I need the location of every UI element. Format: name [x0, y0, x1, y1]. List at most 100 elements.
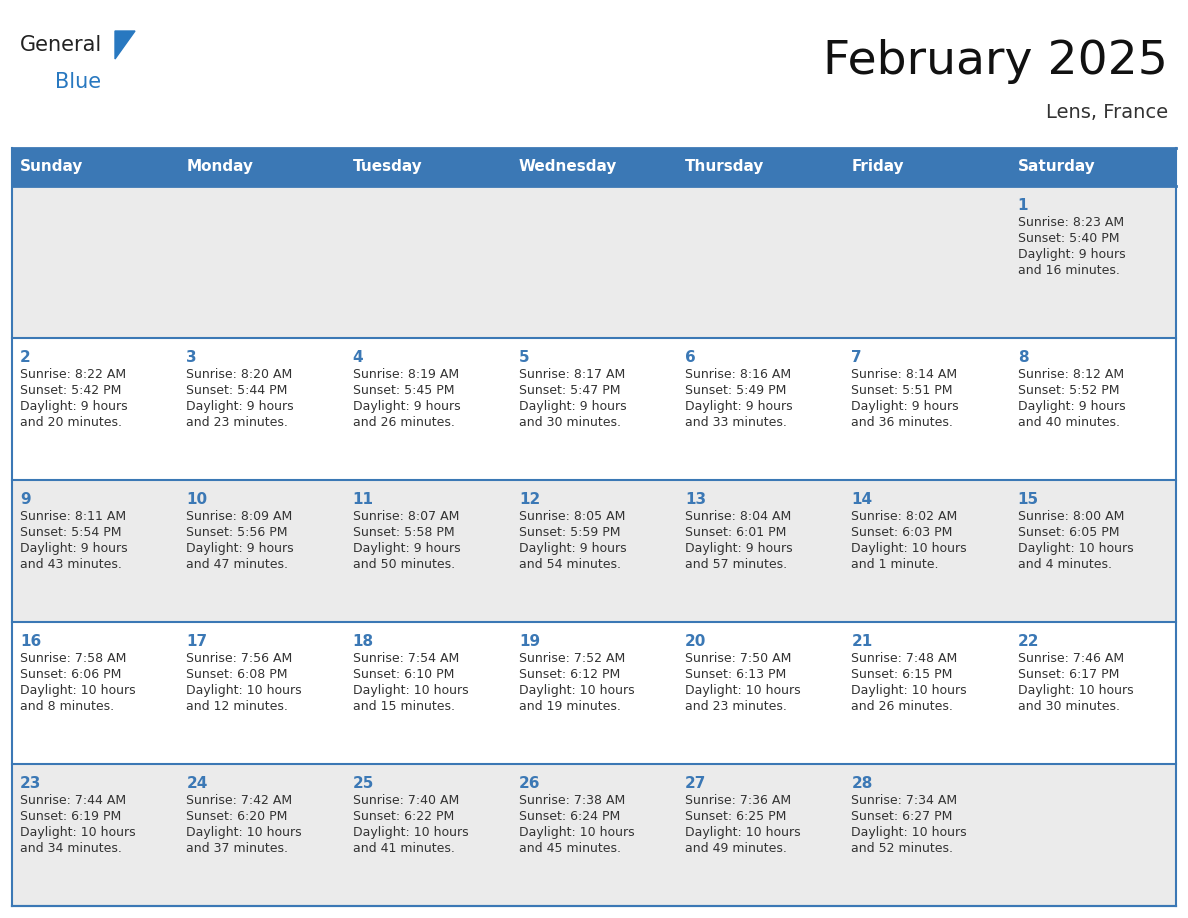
Text: Sunset: 6:13 PM: Sunset: 6:13 PM: [685, 668, 786, 681]
Text: Sunset: 5:40 PM: Sunset: 5:40 PM: [1018, 232, 1119, 245]
Text: 8: 8: [1018, 350, 1029, 365]
Text: Sunset: 6:08 PM: Sunset: 6:08 PM: [187, 668, 287, 681]
Bar: [12, 148, 178, 186]
Text: Sunrise: 8:11 AM: Sunrise: 8:11 AM: [20, 510, 126, 523]
Text: Daylight: 10 hours: Daylight: 10 hours: [20, 826, 135, 839]
Text: 14: 14: [852, 492, 872, 507]
Text: Sunset: 6:01 PM: Sunset: 6:01 PM: [685, 526, 786, 539]
Text: Sunrise: 8:14 AM: Sunrise: 8:14 AM: [852, 368, 958, 381]
Text: 18: 18: [353, 634, 374, 649]
Text: Saturday: Saturday: [1018, 160, 1095, 174]
Text: Sunset: 6:19 PM: Sunset: 6:19 PM: [20, 810, 121, 823]
Text: Wednesday: Wednesday: [519, 160, 618, 174]
Bar: [843, 148, 1010, 186]
Text: Sunset: 6:12 PM: Sunset: 6:12 PM: [519, 668, 620, 681]
Text: Sunset: 5:54 PM: Sunset: 5:54 PM: [20, 526, 121, 539]
Bar: [677, 148, 843, 186]
Text: Sunset: 6:17 PM: Sunset: 6:17 PM: [1018, 668, 1119, 681]
Text: Sunrise: 7:58 AM: Sunrise: 7:58 AM: [20, 652, 126, 665]
Text: and 41 minutes.: and 41 minutes.: [353, 842, 455, 855]
Bar: [12, 186, 1176, 338]
Text: and 23 minutes.: and 23 minutes.: [187, 416, 289, 429]
Text: Daylight: 10 hours: Daylight: 10 hours: [685, 826, 801, 839]
Text: Sunset: 5:42 PM: Sunset: 5:42 PM: [20, 384, 121, 397]
Text: Sunrise: 8:04 AM: Sunrise: 8:04 AM: [685, 510, 791, 523]
Text: 21: 21: [852, 634, 873, 649]
Text: February 2025: February 2025: [823, 39, 1168, 84]
Text: Sunset: 6:24 PM: Sunset: 6:24 PM: [519, 810, 620, 823]
Polygon shape: [115, 31, 135, 59]
Text: Sunset: 5:52 PM: Sunset: 5:52 PM: [1018, 384, 1119, 397]
Text: and 4 minutes.: and 4 minutes.: [1018, 558, 1112, 571]
Text: 23: 23: [20, 776, 42, 791]
Text: Daylight: 9 hours: Daylight: 9 hours: [685, 400, 792, 413]
Text: and 30 minutes.: and 30 minutes.: [1018, 700, 1120, 713]
Text: and 34 minutes.: and 34 minutes.: [20, 842, 122, 855]
Text: Sunrise: 7:38 AM: Sunrise: 7:38 AM: [519, 794, 625, 807]
Text: Tuesday: Tuesday: [353, 160, 422, 174]
Text: and 8 minutes.: and 8 minutes.: [20, 700, 114, 713]
Text: Sunset: 5:44 PM: Sunset: 5:44 PM: [187, 384, 287, 397]
Text: Sunrise: 7:56 AM: Sunrise: 7:56 AM: [187, 652, 292, 665]
Text: and 15 minutes.: and 15 minutes.: [353, 700, 455, 713]
Text: 9: 9: [20, 492, 31, 507]
Text: Daylight: 10 hours: Daylight: 10 hours: [353, 826, 468, 839]
Text: Daylight: 10 hours: Daylight: 10 hours: [685, 684, 801, 697]
Text: Sunset: 6:15 PM: Sunset: 6:15 PM: [852, 668, 953, 681]
Text: Sunrise: 8:09 AM: Sunrise: 8:09 AM: [187, 510, 292, 523]
Text: 7: 7: [852, 350, 862, 365]
Text: Daylight: 9 hours: Daylight: 9 hours: [1018, 248, 1125, 261]
Text: Daylight: 10 hours: Daylight: 10 hours: [852, 684, 967, 697]
Bar: [12, 764, 1176, 906]
Text: Daylight: 10 hours: Daylight: 10 hours: [187, 684, 302, 697]
Text: and 12 minutes.: and 12 minutes.: [187, 700, 289, 713]
Text: 15: 15: [1018, 492, 1038, 507]
Text: and 26 minutes.: and 26 minutes.: [353, 416, 455, 429]
Text: 3: 3: [187, 350, 197, 365]
Text: Sunrise: 8:23 AM: Sunrise: 8:23 AM: [1018, 216, 1124, 229]
Text: Sunset: 5:51 PM: Sunset: 5:51 PM: [852, 384, 953, 397]
Text: 24: 24: [187, 776, 208, 791]
Text: and 54 minutes.: and 54 minutes.: [519, 558, 621, 571]
Bar: [12, 622, 1176, 764]
Text: 4: 4: [353, 350, 364, 365]
Text: Sunset: 5:58 PM: Sunset: 5:58 PM: [353, 526, 454, 539]
Text: Daylight: 9 hours: Daylight: 9 hours: [519, 542, 626, 555]
Text: Sunrise: 7:34 AM: Sunrise: 7:34 AM: [852, 794, 958, 807]
Bar: [1010, 148, 1176, 186]
Bar: [178, 148, 345, 186]
Text: and 20 minutes.: and 20 minutes.: [20, 416, 122, 429]
Text: Daylight: 9 hours: Daylight: 9 hours: [353, 400, 460, 413]
Text: 25: 25: [353, 776, 374, 791]
Text: Daylight: 9 hours: Daylight: 9 hours: [1018, 400, 1125, 413]
Text: 6: 6: [685, 350, 696, 365]
Text: Monday: Monday: [187, 160, 253, 174]
Text: Sunset: 6:20 PM: Sunset: 6:20 PM: [187, 810, 287, 823]
Text: Sunset: 5:49 PM: Sunset: 5:49 PM: [685, 384, 786, 397]
Text: Sunrise: 8:00 AM: Sunrise: 8:00 AM: [1018, 510, 1124, 523]
Text: Sunset: 6:27 PM: Sunset: 6:27 PM: [852, 810, 953, 823]
Text: 13: 13: [685, 492, 707, 507]
Text: Sunset: 6:06 PM: Sunset: 6:06 PM: [20, 668, 121, 681]
Text: Sunrise: 7:48 AM: Sunrise: 7:48 AM: [852, 652, 958, 665]
Text: and 16 minutes.: and 16 minutes.: [1018, 264, 1119, 277]
Text: and 47 minutes.: and 47 minutes.: [187, 558, 289, 571]
Text: Sunset: 6:05 PM: Sunset: 6:05 PM: [1018, 526, 1119, 539]
Text: Sunrise: 8:19 AM: Sunrise: 8:19 AM: [353, 368, 459, 381]
Text: Daylight: 9 hours: Daylight: 9 hours: [353, 542, 460, 555]
Text: Sunrise: 8:05 AM: Sunrise: 8:05 AM: [519, 510, 625, 523]
Text: Daylight: 9 hours: Daylight: 9 hours: [519, 400, 626, 413]
Text: Sunrise: 8:20 AM: Sunrise: 8:20 AM: [187, 368, 292, 381]
Text: Sunset: 6:25 PM: Sunset: 6:25 PM: [685, 810, 786, 823]
Text: and 19 minutes.: and 19 minutes.: [519, 700, 621, 713]
Text: and 33 minutes.: and 33 minutes.: [685, 416, 786, 429]
Text: Daylight: 10 hours: Daylight: 10 hours: [852, 542, 967, 555]
Text: Sunrise: 8:16 AM: Sunrise: 8:16 AM: [685, 368, 791, 381]
Text: 12: 12: [519, 492, 541, 507]
Text: Sunrise: 8:02 AM: Sunrise: 8:02 AM: [852, 510, 958, 523]
Bar: [12, 338, 1176, 480]
Text: Thursday: Thursday: [685, 160, 765, 174]
Text: Daylight: 10 hours: Daylight: 10 hours: [852, 826, 967, 839]
Text: Daylight: 10 hours: Daylight: 10 hours: [519, 684, 634, 697]
Text: 28: 28: [852, 776, 873, 791]
